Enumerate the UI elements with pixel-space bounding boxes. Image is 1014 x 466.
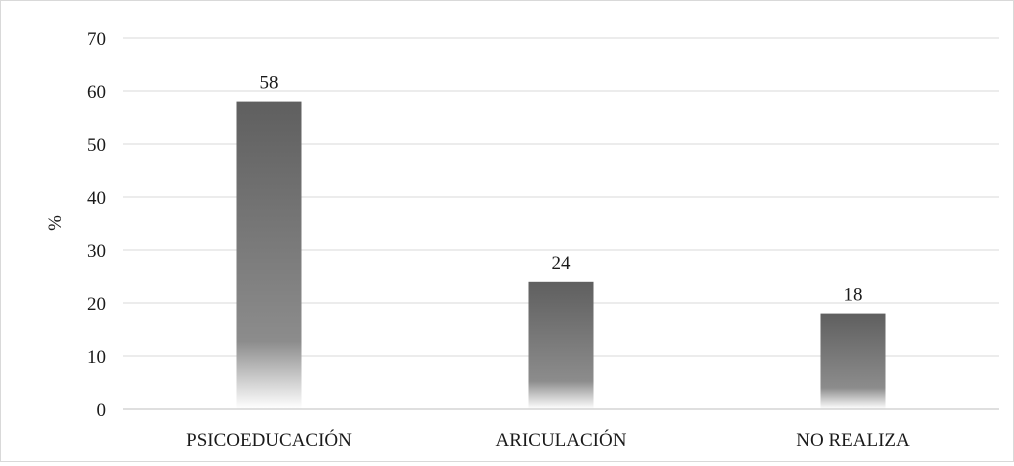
data-labels: 58 24 18 xyxy=(260,73,863,306)
y-tick-label: 10 xyxy=(87,347,106,368)
data-label-2: 18 xyxy=(844,285,863,306)
y-axis-ticks: 0 10 20 30 40 50 60 70 xyxy=(87,29,106,421)
y-tick-label: 0 xyxy=(97,400,107,421)
bars xyxy=(236,101,886,409)
bar-2 xyxy=(820,313,886,409)
y-tick-label: 30 xyxy=(87,241,106,262)
bar-0 xyxy=(236,101,302,409)
y-tick-label: 70 xyxy=(87,29,106,50)
x-axis-ticks: PSICOEDUCACIÓN ARICULACIÓN NO REALIZA xyxy=(186,429,910,451)
y-tick-label: 40 xyxy=(87,188,106,209)
y-tick-label: 60 xyxy=(87,82,106,103)
y-tick-label: 50 xyxy=(87,135,106,156)
x-tick-label-1: ARICULACIÓN xyxy=(496,429,627,451)
y-axis-label: % xyxy=(45,215,66,231)
y-tick-label: 20 xyxy=(87,294,106,315)
data-label-0: 58 xyxy=(260,73,279,94)
bar-1 xyxy=(528,281,594,409)
x-tick-label-2: NO REALIZA xyxy=(796,430,910,451)
data-label-1: 24 xyxy=(552,253,572,274)
x-tick-label-0: PSICOEDUCACIÓN xyxy=(186,429,352,451)
